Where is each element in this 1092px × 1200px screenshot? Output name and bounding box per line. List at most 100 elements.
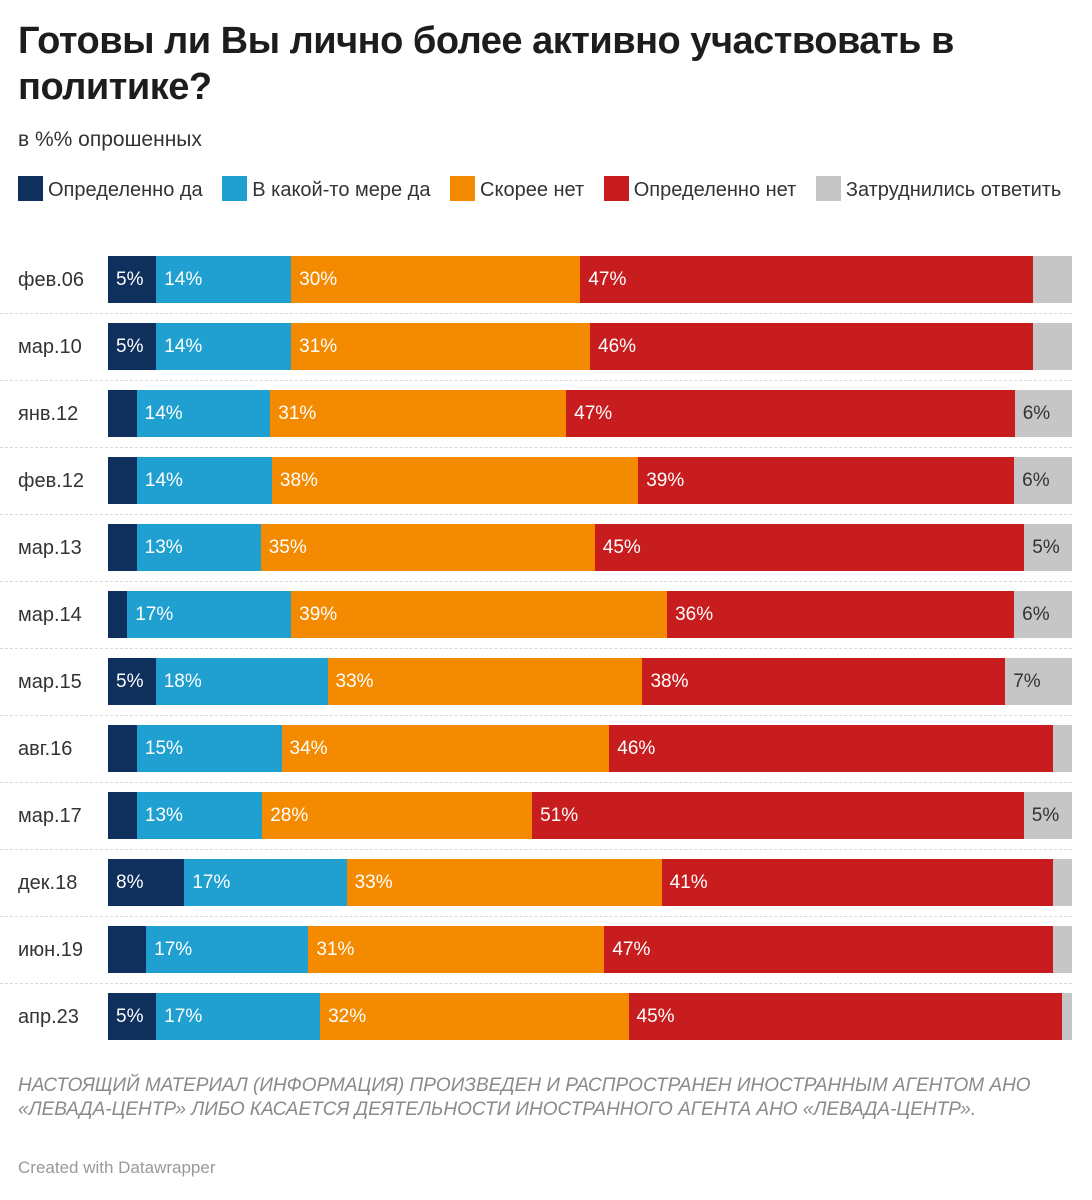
chart-subtitle: в %% опрошенных bbox=[18, 128, 202, 151]
legend: Определенно да В какой-то мере да Скорее… bbox=[18, 175, 1078, 206]
legend-item-rather-no: Скорее нет bbox=[450, 176, 584, 201]
bar-segment bbox=[136, 390, 271, 437]
row-label: авг.16 bbox=[18, 738, 73, 760]
bar-row: 14% 38% 39% 6% bbox=[108, 457, 1072, 504]
bar-segment bbox=[270, 390, 567, 437]
bar-segment bbox=[327, 658, 643, 705]
bar-segment bbox=[108, 323, 157, 370]
bar-segment bbox=[1014, 390, 1072, 437]
row-separator bbox=[0, 983, 1072, 984]
bar-row: 5% 14% 31% 46% bbox=[108, 323, 1072, 370]
data-label: 7% bbox=[1013, 671, 1041, 692]
bar-segment bbox=[609, 725, 1053, 772]
data-label: 46% bbox=[617, 738, 656, 759]
data-label: 31% bbox=[316, 939, 355, 960]
data-label: 6% bbox=[1022, 403, 1051, 424]
row-separator bbox=[0, 313, 1072, 314]
bar-segment bbox=[156, 993, 321, 1040]
data-label: 8% bbox=[116, 872, 144, 893]
bar-segment bbox=[1023, 792, 1072, 839]
bar-row: 13% 28% 51% 5% bbox=[108, 792, 1072, 839]
data-label: 51% bbox=[540, 805, 579, 826]
bar-segment bbox=[1014, 591, 1072, 638]
bar-segment bbox=[260, 524, 595, 571]
bar-segment bbox=[628, 993, 1063, 1040]
legend-swatch bbox=[603, 176, 629, 201]
bar-segment bbox=[580, 256, 1034, 303]
bar-segment bbox=[1062, 993, 1072, 1040]
bar-segment bbox=[667, 591, 1015, 638]
credit-text: Created with Datawrapper bbox=[18, 1158, 216, 1177]
data-label: 35% bbox=[268, 537, 307, 558]
legend-item-definitely-yes: Определенно да bbox=[18, 176, 203, 201]
bar-segment bbox=[532, 792, 1024, 839]
row-label: дек.18 bbox=[18, 872, 78, 894]
bar-row: 17% 31% 47% bbox=[108, 926, 1072, 973]
data-label: 14% bbox=[144, 403, 183, 424]
bar-row: 15% 34% 46% bbox=[108, 725, 1072, 772]
bar-segment bbox=[566, 390, 1015, 437]
row-label: апр.23 bbox=[18, 1006, 79, 1028]
bar-segment bbox=[108, 256, 157, 303]
row-label: мар.10 bbox=[18, 336, 82, 358]
row-label: мар.14 bbox=[18, 604, 82, 626]
legend-item-hard-to-say: Затруднились ответить bbox=[815, 176, 1062, 201]
bar-segment bbox=[590, 323, 1034, 370]
data-label: 17% bbox=[154, 939, 193, 960]
bar-row: 17% 39% 36% 6% bbox=[108, 591, 1072, 638]
bar-segment bbox=[136, 457, 272, 504]
bar-segment bbox=[271, 457, 639, 504]
bar-segment bbox=[136, 725, 282, 772]
bar-row: 5% 14% 30% 47% bbox=[108, 256, 1072, 303]
bar-segment bbox=[1024, 524, 1072, 571]
data-label: 6% bbox=[1022, 470, 1050, 491]
row-label: мар.15 bbox=[18, 671, 82, 693]
bar-segment bbox=[146, 926, 309, 973]
bar-segment bbox=[136, 524, 261, 571]
bar-segment bbox=[642, 658, 1006, 705]
bar-segment bbox=[108, 725, 137, 772]
bar-segment bbox=[1005, 658, 1072, 705]
bar-row: 13% 35% 45% 5% bbox=[108, 524, 1072, 571]
row-label: фев.12 bbox=[18, 470, 85, 492]
row-separator bbox=[0, 514, 1072, 515]
bar-segment bbox=[108, 658, 156, 705]
legend-item-somewhat-yes: В какой-то мере да bbox=[222, 176, 430, 201]
data-label: 5% bbox=[116, 269, 144, 290]
bar-segment bbox=[308, 926, 605, 973]
legend-label: Определенно да bbox=[48, 179, 203, 201]
data-label: 5% bbox=[1032, 537, 1060, 558]
bar-segment bbox=[320, 993, 629, 1040]
bar-row: 5% 17% 32% 45% bbox=[108, 993, 1072, 1040]
bar-segment bbox=[108, 591, 128, 638]
bar-row: 5% 18% 33% 38% 7% bbox=[108, 658, 1072, 705]
bar-segment bbox=[127, 591, 292, 638]
bar-segment bbox=[1052, 725, 1072, 772]
bar-segment bbox=[291, 256, 581, 303]
data-label: 45% bbox=[636, 1006, 675, 1027]
data-label: 28% bbox=[270, 805, 309, 826]
bar-segment bbox=[156, 323, 292, 370]
bar-segment bbox=[108, 457, 137, 504]
row-separator bbox=[0, 380, 1072, 381]
bar-segment bbox=[108, 926, 147, 973]
legend-label: Затруднились ответить bbox=[845, 179, 1062, 201]
data-label: 13% bbox=[144, 805, 183, 826]
chart-title: Готовы ли Вы лично более активно участво… bbox=[18, 20, 954, 108]
bar-segment bbox=[1052, 926, 1072, 973]
legend-swatch bbox=[222, 176, 248, 201]
bar-row: 8% 17% 33% 41% bbox=[108, 859, 1072, 906]
data-label: 38% bbox=[650, 671, 689, 692]
data-label: 6% bbox=[1022, 604, 1050, 625]
bar-segment bbox=[108, 792, 137, 839]
data-label: 18% bbox=[163, 671, 202, 692]
bar-row: 14% 31% 47% 6% bbox=[108, 390, 1072, 437]
data-label: 34% bbox=[289, 738, 328, 759]
bar-segment bbox=[346, 859, 662, 906]
legend-swatch bbox=[450, 176, 476, 201]
row-label: мар.17 bbox=[18, 805, 82, 827]
bar-segment bbox=[594, 524, 1025, 571]
data-label: 39% bbox=[646, 470, 685, 491]
bar-segment bbox=[1052, 859, 1072, 906]
data-label: 17% bbox=[192, 872, 231, 893]
